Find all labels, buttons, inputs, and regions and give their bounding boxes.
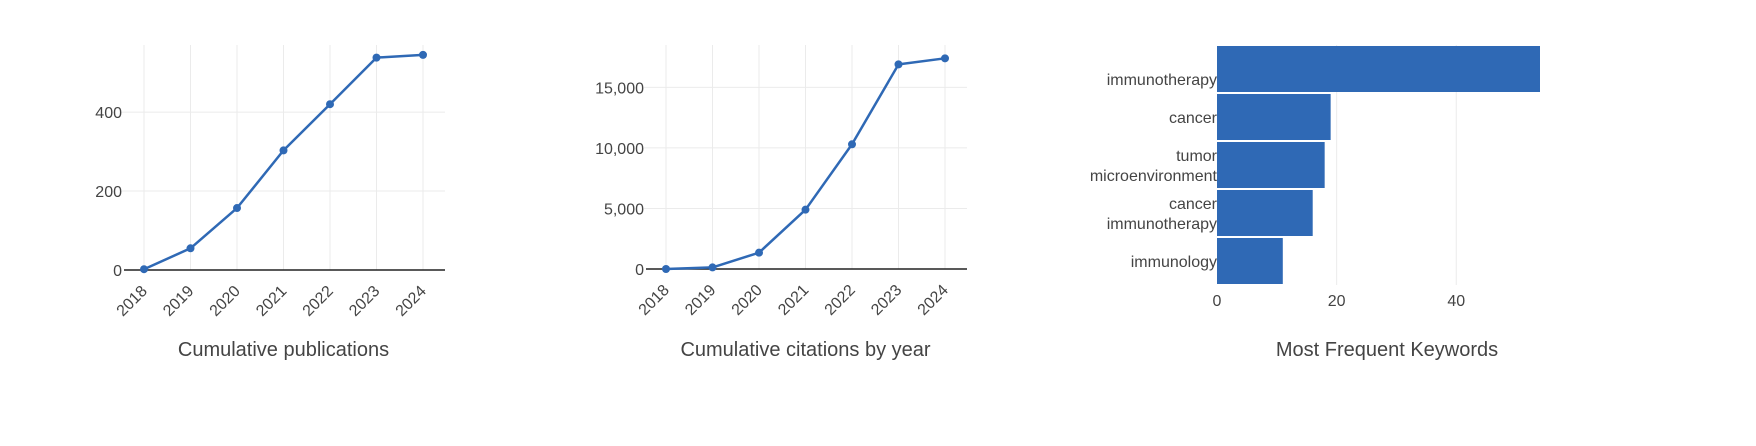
x-tick-label: 2022 [300, 283, 337, 320]
data-point [326, 100, 334, 109]
line-chart-1: 0 200 400 2018 2019 2020 2021 2022 2023 2024Cumul… [95, 45, 445, 361]
x-tick-label: 2023 [346, 283, 383, 320]
data-point [372, 53, 381, 62]
x-tick-label: 2024 [915, 282, 952, 319]
data-point [140, 265, 148, 274]
y-tick-label: 400 [95, 105, 122, 122]
x-tick-label: 40 [1447, 293, 1465, 310]
x-tick-label: 2018 [114, 283, 151, 320]
data-point [662, 265, 670, 273]
data-point [233, 204, 241, 213]
x-tick-label: 2020 [207, 283, 244, 320]
y-tick-label: 0 [635, 262, 644, 279]
x-tick-label: 0 [1213, 293, 1222, 310]
x-tick-label: 2021 [253, 283, 290, 320]
data-point [848, 140, 856, 149]
bar [1217, 94, 1331, 140]
y-tick-label: cancer immunotherapy [1107, 196, 1218, 233]
y-tick-label: 200 [95, 184, 122, 201]
x-tick-label: 2018 [636, 282, 673, 319]
data-point [755, 248, 763, 257]
x-tick-label: 2021 [775, 282, 812, 319]
y-tick-label: immunotherapy [1107, 72, 1217, 89]
data-point [801, 205, 810, 214]
x-tick-label: 2022 [822, 282, 859, 319]
y-tick-label: 10,000 [595, 141, 644, 158]
x-tick-label: 2019 [682, 282, 719, 319]
x-tick-label: 20 [1328, 293, 1346, 310]
y-tick-label: 5,000 [604, 201, 644, 218]
bar [1217, 142, 1325, 188]
data-point [894, 60, 903, 69]
y-tick-label: 0 [113, 263, 122, 280]
bar-chart-3: 0 20 40 immunotherapy cancer tumor microenviro… [1090, 45, 1540, 361]
bar [1217, 190, 1313, 236]
y-tick-label: cancer [1169, 110, 1218, 127]
y-tick-label: immunology [1131, 254, 1217, 271]
data-point [708, 263, 717, 272]
x-tick-label: 2020 [729, 282, 766, 319]
data-point [279, 146, 288, 155]
x-tick-label: 2019 [160, 283, 197, 320]
x-axis-title: Cumulative citations by year [680, 339, 930, 361]
y-tick-label: 15,000 [595, 80, 644, 97]
x-axis-title: Most Frequent Keywords [1276, 339, 1498, 361]
bar [1217, 238, 1283, 284]
bar [1217, 46, 1540, 92]
data-point [186, 244, 195, 253]
x-tick-label: 2024 [393, 283, 430, 320]
data-point [941, 54, 949, 63]
x-axis-title: Cumulative publications [178, 339, 389, 361]
x-tick-label: 2023 [868, 282, 905, 319]
data-point [419, 50, 427, 59]
y-tick-label: tumor microenvironment [1090, 148, 1218, 185]
